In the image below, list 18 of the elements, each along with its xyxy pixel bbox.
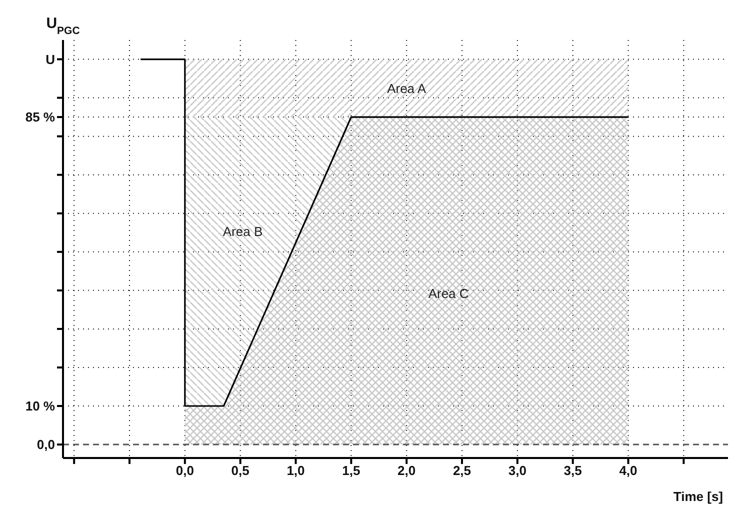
series-label: Area C — [428, 286, 469, 302]
x-tick-label: 3,5 — [564, 463, 582, 478]
x-tick-label: 0,5 — [231, 463, 250, 478]
y-tick-label: 85 % — [25, 110, 56, 125]
x-tick-label: 1,5 — [342, 463, 360, 478]
x-tick-label: 0,0 — [176, 463, 194, 478]
series-label: Area A — [387, 80, 426, 96]
x-tick-label: 4,0 — [619, 463, 638, 478]
x-tick-label: 2,5 — [452, 463, 472, 478]
x-tick-label: 3,0 — [508, 463, 526, 478]
x-tick-label: 1,0 — [286, 463, 305, 478]
x-axis-title: Time [s] — [673, 489, 723, 504]
y-tick-label: 10 % — [25, 398, 56, 414]
y-tick-label: U — [46, 52, 55, 67]
y-axis-title: U$_{PGC}$ — [46, 15, 80, 37]
x-tick-label: 2,0 — [398, 463, 416, 478]
y-tick-label: 0,0 — [36, 437, 55, 452]
series-label: Area B — [222, 224, 263, 240]
